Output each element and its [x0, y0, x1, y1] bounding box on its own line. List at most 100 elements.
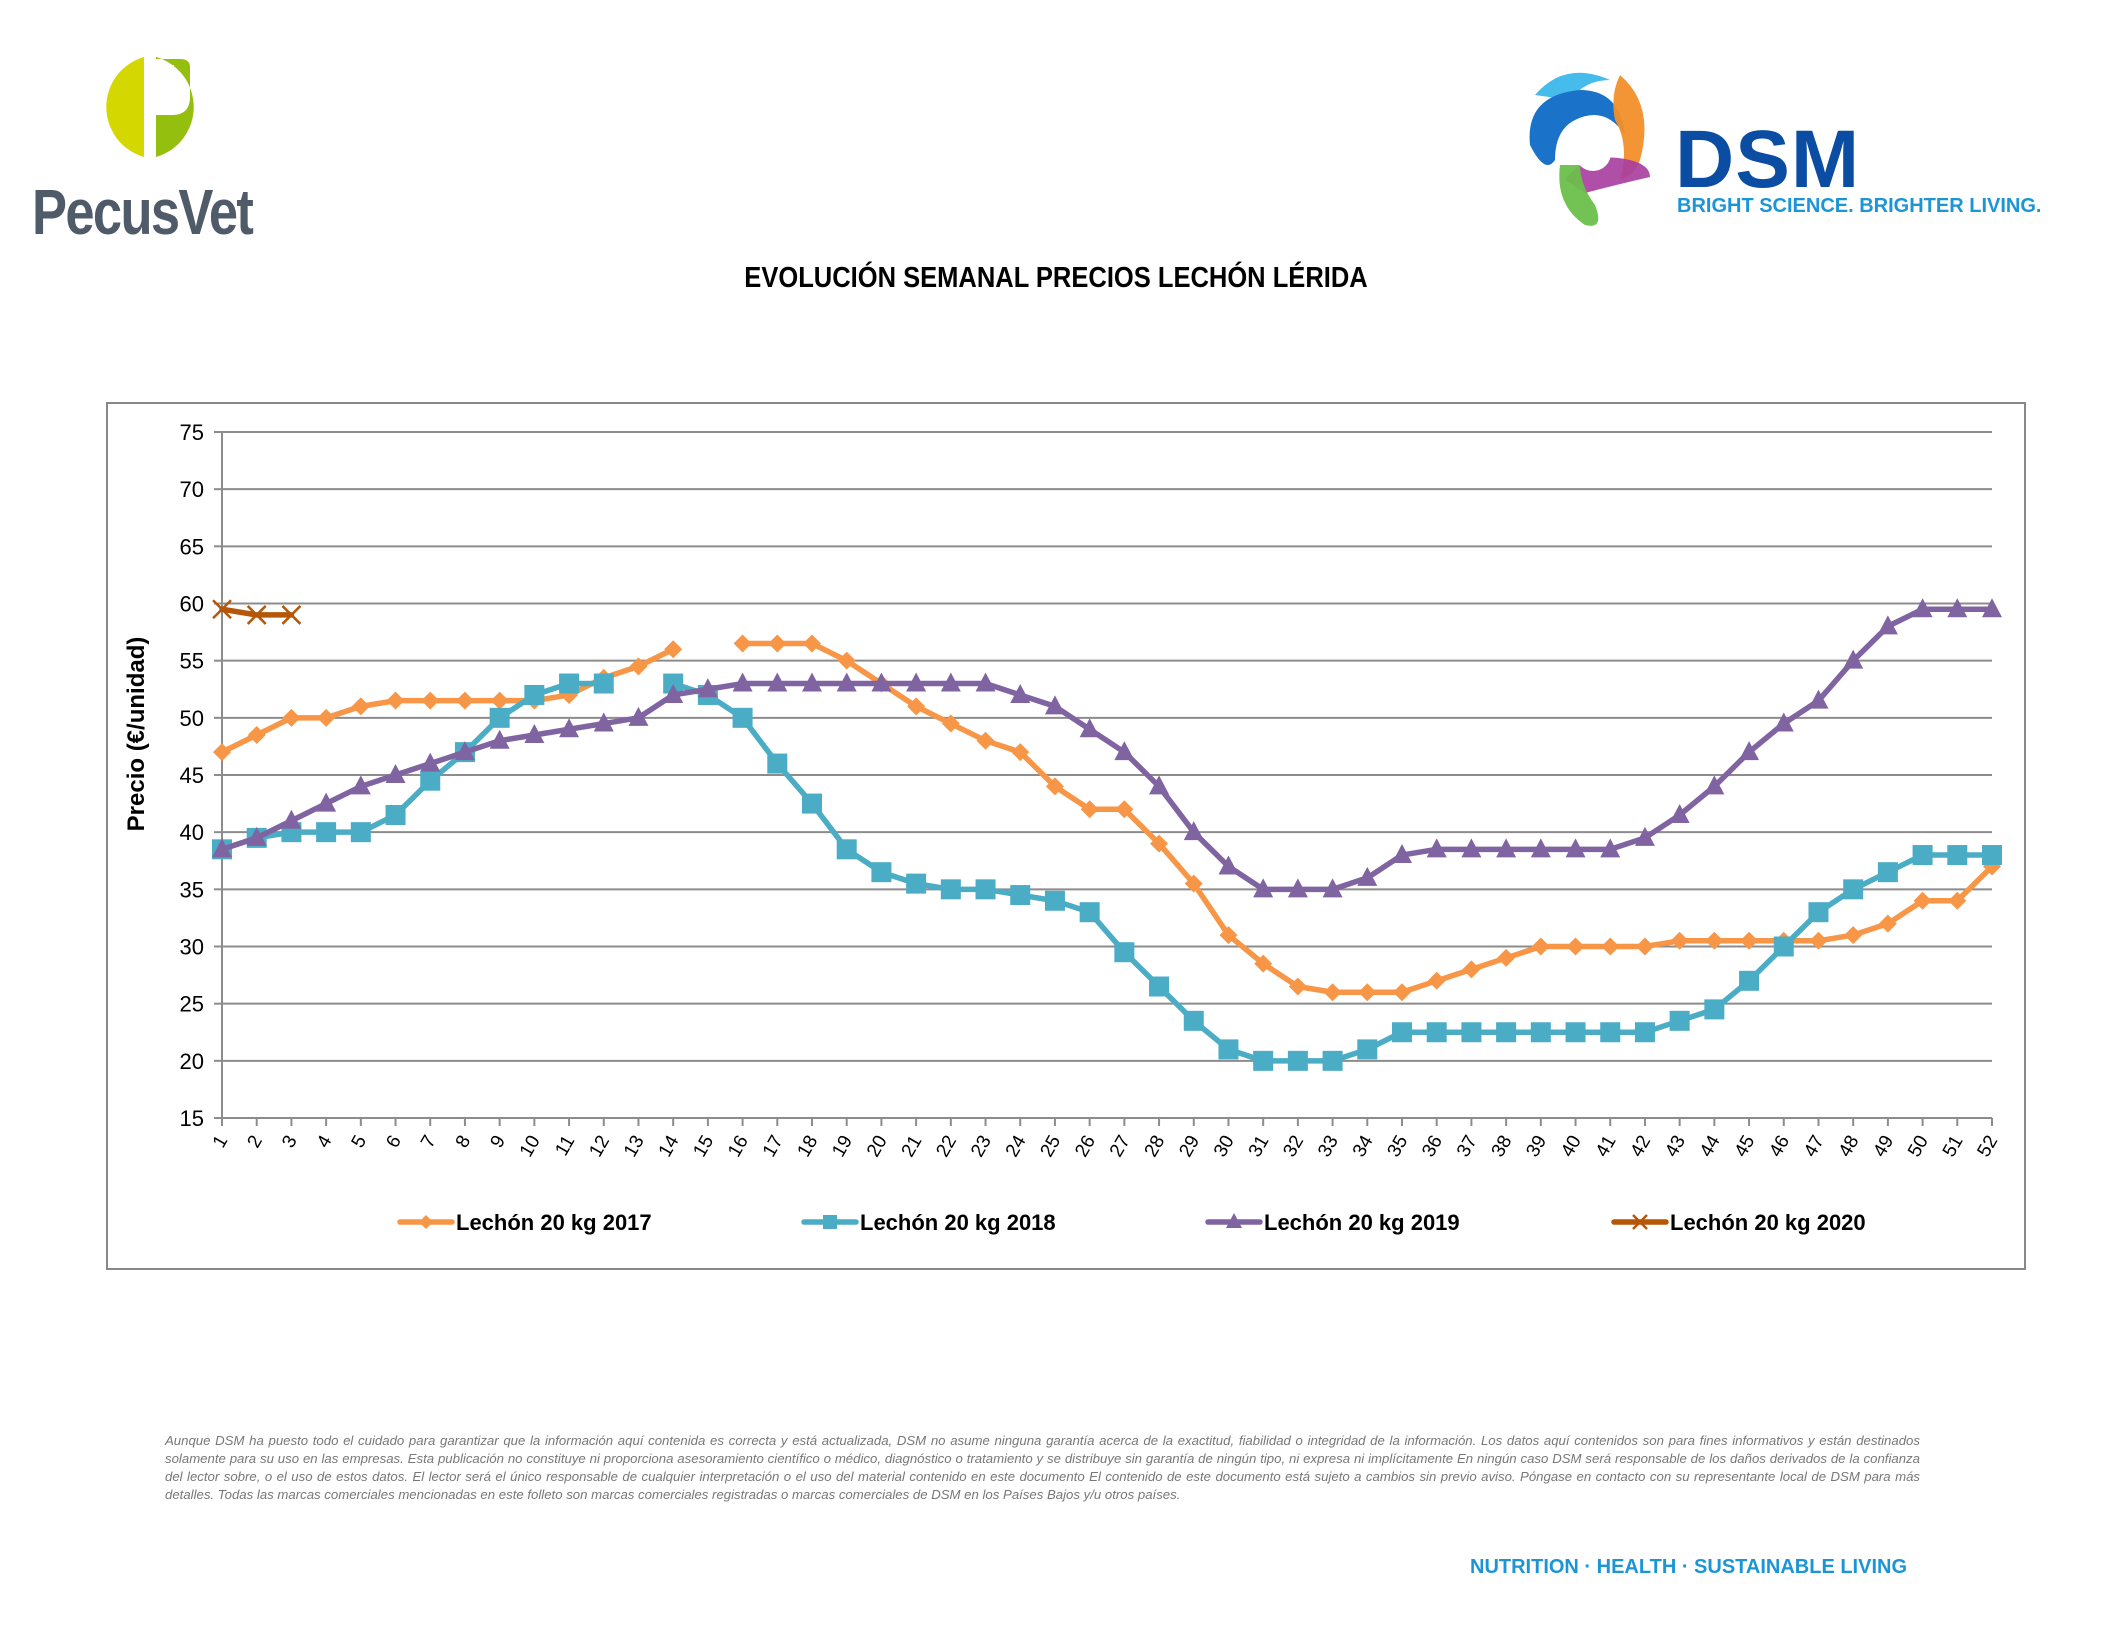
x-tick-label: 5	[348, 1132, 371, 1152]
data-point-square	[940, 879, 961, 900]
data-point-triangle	[1149, 775, 1170, 795]
x-tick-label: 51	[1939, 1132, 1968, 1161]
x-tick-label: 21	[898, 1132, 927, 1161]
data-point-diamond	[941, 714, 960, 733]
data-point-square	[767, 753, 788, 774]
data-point-square	[316, 822, 337, 843]
series-lech-n-20-kg-2019	[212, 598, 2002, 898]
data-point-square	[1634, 1022, 1655, 1043]
x-tick-label: 12	[585, 1132, 614, 1161]
data-point-diamond	[1809, 931, 1828, 950]
x-tick-label: 43	[1661, 1132, 1690, 1161]
gridlines	[214, 431, 1993, 1126]
legend-label: Lechón 20 kg 2017	[456, 1210, 652, 1235]
data-point-triangle	[628, 706, 649, 726]
legend: Lechón 20 kg 2017 Lechón 20 kg 2018 Lechón…	[397, 1210, 1866, 1235]
data-point-diamond	[1323, 983, 1342, 1002]
data-point-triangle	[559, 718, 580, 738]
data-point-square	[823, 1215, 837, 1229]
data-point-square	[1982, 845, 2002, 866]
chart-frame: 15 20 25 30 35 40 45 50 55 60 65 70 75 1 2 3 4 5 6 7 8 9 10 11…	[106, 402, 2026, 1270]
data-point-diamond	[629, 657, 648, 676]
data-point-diamond	[247, 725, 266, 744]
legend-item: Lechón 20 kg 2018	[801, 1210, 1056, 1235]
x-tick-label: 39	[1522, 1132, 1551, 1161]
data-point-square	[1496, 1022, 1517, 1043]
data-point-diamond	[282, 708, 301, 727]
data-point-triangle	[1226, 1213, 1242, 1228]
data-point-triangle	[1496, 838, 1517, 858]
x-tick-label: 31	[1245, 1132, 1274, 1161]
legend-label: Lechón 20 kg 2019	[1264, 1210, 1460, 1235]
data-point-square	[1600, 1022, 1621, 1043]
x-tick-label: 24	[1002, 1132, 1031, 1161]
x-tick-label: 27	[1106, 1132, 1135, 1161]
data-point-square	[1530, 1022, 1551, 1043]
y-tick-label: 30	[180, 935, 204, 960]
legend-item: Lechón 20 kg 2019	[1205, 1210, 1460, 1235]
data-point-diamond	[386, 691, 405, 710]
data-point-diamond	[1427, 971, 1446, 990]
series-lech-n-20-kg-2020	[212, 599, 302, 625]
x-axis-ticks: 1 2 3 4 5 6 7 8 9 10 11 12 13 14 15 16 17 18 19 20 21 22 23 24 2…	[209, 1132, 2002, 1161]
data-point-triangle	[212, 838, 232, 858]
data-point-triangle	[1426, 838, 1447, 858]
data-point-diamond	[421, 691, 440, 710]
y-tick-label: 35	[180, 877, 204, 902]
series-lech-n-20-kg-2018	[212, 673, 2002, 1071]
data-point-triangle	[1982, 598, 2002, 618]
x-tick-label: 22	[932, 1132, 961, 1161]
y-tick-label: 65	[180, 534, 204, 559]
data-point-diamond	[1948, 891, 1967, 910]
data-point-diamond	[1670, 931, 1689, 950]
data-point-square	[1392, 1022, 1412, 1043]
data-point-diamond	[664, 640, 683, 659]
data-point-square	[906, 873, 927, 894]
data-point-diamond	[1497, 948, 1516, 967]
data-point-triangle	[663, 683, 684, 703]
x-tick-label: 13	[620, 1132, 649, 1161]
data-point-triangle	[350, 775, 371, 795]
data-point-triangle	[1044, 695, 1065, 715]
data-point-triangle	[1739, 741, 1760, 761]
data-point-square	[1843, 879, 1864, 900]
x-tick-label: 36	[1418, 1132, 1447, 1161]
x-tick-label: 48	[1835, 1132, 1864, 1161]
data-point-diamond	[1531, 937, 1550, 956]
x-tick-label: 42	[1627, 1132, 1656, 1161]
x-tick-label: 11	[551, 1132, 579, 1160]
x-tick-label: 14	[655, 1132, 684, 1161]
x-tick-label: 50	[1904, 1132, 1933, 1161]
x-tick-label: 37	[1453, 1132, 1482, 1161]
legend-item: Lechón 20 kg 2017	[397, 1210, 652, 1235]
document-title: EVOLUCIÓN SEMANAL PRECIOS LECHÓN LÉRIDA	[744, 262, 1368, 294]
data-point-square	[593, 673, 614, 694]
legend-label: Lechón 20 kg 2018	[860, 1210, 1056, 1235]
data-point-triangle	[1808, 689, 1829, 709]
data-point-diamond	[1566, 937, 1585, 956]
x-tick-label: 41	[1592, 1132, 1621, 1161]
data-point-triangle	[1704, 775, 1725, 795]
data-point-triangle	[420, 752, 441, 772]
data-point-square	[1044, 890, 1065, 911]
y-tick-label: 55	[180, 649, 204, 674]
data-point-square	[1114, 942, 1135, 963]
x-tick-label: 6	[382, 1132, 405, 1152]
data-point-square	[1183, 1010, 1204, 1031]
data-point-square	[1669, 1010, 1690, 1031]
pecusvet-p-mark-icon	[106, 57, 194, 157]
data-point-square	[1877, 862, 1898, 883]
data-point-diamond	[907, 697, 926, 716]
y-tick-label: 20	[180, 1049, 204, 1074]
data-point-triangle	[1079, 718, 1100, 738]
data-point-triangle	[1010, 683, 1031, 703]
data-point-diamond	[1288, 977, 1307, 996]
data-point-triangle	[1773, 712, 1794, 732]
data-point-triangle	[1634, 826, 1655, 846]
dsm-logo: DSM BRIGHT SCIENCE. BRIGHTER LIVING.	[1525, 65, 2045, 235]
data-point-diamond	[351, 697, 370, 716]
data-point-triangle	[385, 764, 406, 783]
legal-disclaimer: Aunque DSM ha puesto todo el cuidado par…	[165, 1433, 1920, 1502]
data-point-triangle	[1565, 838, 1586, 858]
